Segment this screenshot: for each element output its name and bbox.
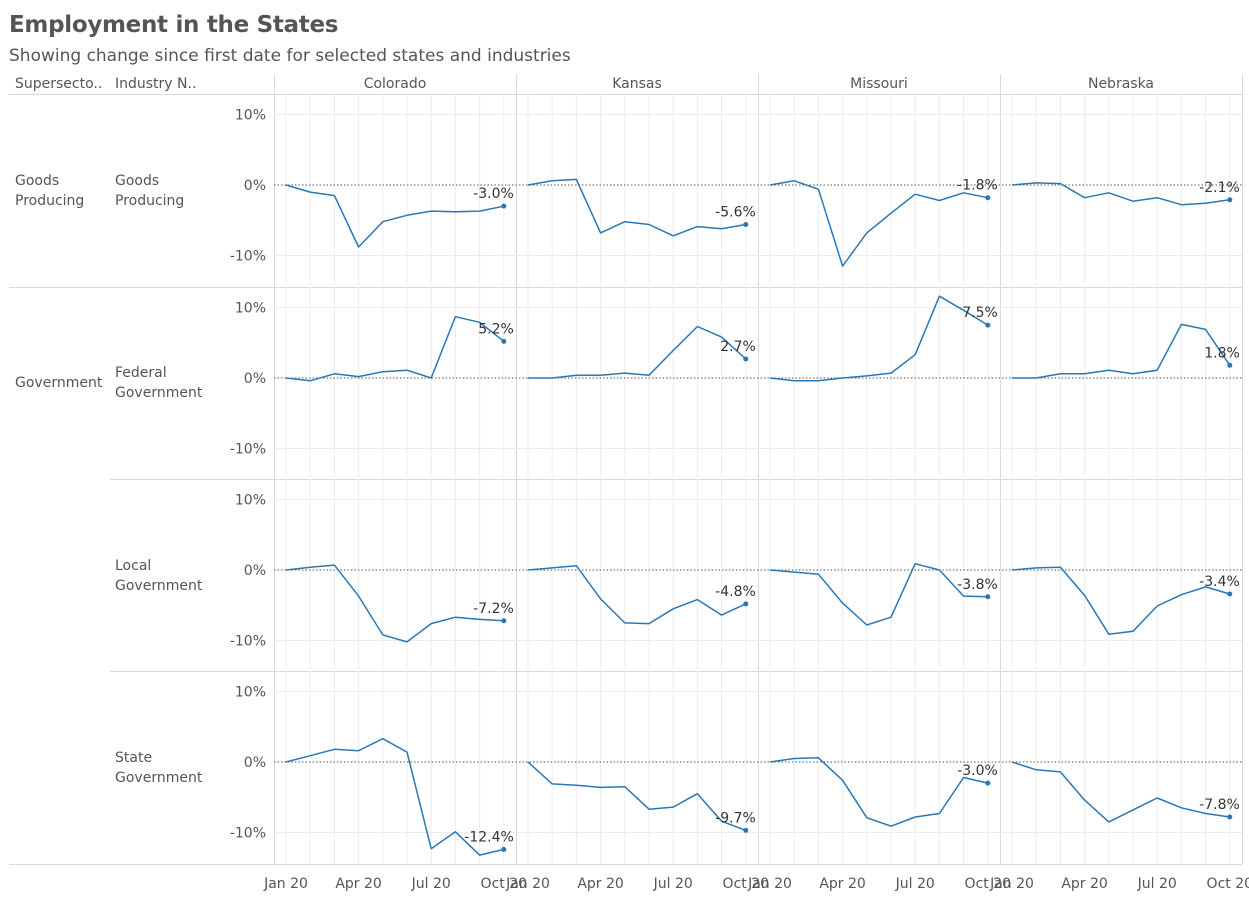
y-tick-label: 0%: [244, 178, 266, 194]
header-supersector[interactable]: Supersecto..: [15, 76, 103, 92]
end-value-label: -2.1%: [1199, 180, 1240, 196]
x-tick-label: Apr 20: [1061, 876, 1107, 892]
y-tick-label: -10%: [230, 634, 266, 650]
end-point: [743, 601, 749, 607]
x-tick-label: Apr 20: [335, 876, 381, 892]
series-line-missouri: [769, 562, 988, 626]
series-line-nebraska: [1011, 566, 1231, 635]
x-tick-label: Oct 20: [481, 876, 527, 892]
end-point: [743, 356, 749, 362]
x-tick-label: Jul 20: [895, 876, 935, 892]
end-point: [985, 322, 991, 328]
row-industry-federal-government: Federal Government: [115, 365, 203, 401]
end-point: [501, 338, 507, 344]
series-line-colorado: [285, 315, 505, 382]
row-supersector-goods-producing: Goods Producing: [15, 173, 85, 209]
x-tick-label: Jan 20: [505, 876, 550, 892]
x-tick-label: Jan 20: [263, 876, 308, 892]
end-point: [1227, 814, 1233, 820]
y-tick-label: 10%: [235, 301, 266, 317]
y-tick-label: 10%: [235, 108, 266, 124]
end-value-label: -9.7%: [715, 810, 756, 826]
series-line-missouri: [769, 295, 989, 382]
y-tick-label: 0%: [244, 563, 266, 579]
y-tick-label: 0%: [244, 371, 266, 387]
x-tick-label: Jan 20: [747, 876, 792, 892]
end-value-label: 5.2%: [478, 321, 514, 337]
page-title: Employment in the States: [9, 12, 339, 38]
y-tick-label: 0%: [244, 755, 266, 771]
end-point: [985, 780, 991, 786]
end-value-label: -3.0%: [473, 186, 514, 202]
end-point: [985, 594, 991, 600]
end-point: [1227, 362, 1233, 368]
series-line-colorado: [285, 564, 504, 643]
column-header-nebraska: Nebraska: [1087, 76, 1155, 92]
end-value-label: 7.5%: [962, 305, 998, 321]
end-value-label: -3.0%: [957, 763, 998, 779]
x-tick-label: Apr 20: [577, 876, 623, 892]
series-line-kansas: [528, 325, 747, 379]
y-tick-label: 10%: [235, 685, 266, 701]
x-tick-label: Jul 20: [653, 876, 693, 892]
y-tick-label: -10%: [230, 249, 266, 265]
end-value-label: -3.4%: [1199, 574, 1240, 590]
page-subtitle: Showing change since first date for sele…: [9, 46, 571, 66]
end-value-label: -12.4%: [464, 829, 514, 845]
series-line-nebraska: [1011, 761, 1230, 823]
y-tick-label: -10%: [230, 442, 266, 458]
end-point: [1227, 591, 1233, 597]
row-industry-state-government: State Government: [115, 750, 203, 786]
end-value-label: -7.8%: [1199, 797, 1240, 813]
end-point: [743, 827, 749, 833]
x-tick-label: Oct 20: [723, 876, 769, 892]
end-value-label: -4.8%: [715, 584, 756, 600]
x-tick-label: Jul 20: [1137, 876, 1177, 892]
column-header-kansas: Kansas: [612, 76, 662, 92]
x-tick-label: Jul 20: [411, 876, 451, 892]
column-header-missouri: Missouri: [850, 76, 908, 92]
x-tick-label: Jan 20: [989, 876, 1034, 892]
end-point: [501, 618, 507, 624]
row-supersector-government: Government: [15, 375, 103, 391]
column-header-colorado: Colorado: [363, 76, 427, 92]
end-point: [501, 203, 507, 209]
end-point: [501, 846, 507, 852]
end-value-label: -5.6%: [715, 204, 756, 220]
y-tick-label: 10%: [235, 493, 266, 509]
end-point: [1227, 197, 1233, 203]
end-value-label: -7.2%: [473, 601, 514, 617]
series-line-nebraska: [1012, 323, 1231, 379]
end-value-label: -1.8%: [957, 178, 998, 194]
series-line-missouri: [769, 757, 988, 827]
series-line-kansas: [527, 178, 746, 237]
header-industry[interactable]: Industry N..: [115, 76, 197, 92]
end-value-label: 1.8%: [1204, 345, 1240, 361]
end-point: [743, 221, 749, 227]
y-tick-label: -10%: [230, 826, 266, 842]
end-point: [985, 195, 991, 201]
x-tick-label: Oct 20: [1207, 876, 1249, 892]
series-line-colorado: [285, 737, 504, 856]
series-line-colorado: [285, 184, 504, 248]
end-value-label: 2.7%: [720, 339, 756, 355]
series-line-kansas: [527, 565, 747, 625]
row-industry-local-government: Local Government: [115, 558, 203, 594]
end-value-label: -3.8%: [957, 577, 998, 593]
x-tick-label: Oct 20: [965, 876, 1011, 892]
x-tick-label: Apr 20: [819, 876, 865, 892]
series-line-nebraska: [1011, 182, 1230, 206]
series-line-missouri: [769, 180, 988, 267]
series-line-kansas: [527, 761, 747, 832]
row-industry-goods-producing: Goods Producing: [115, 173, 185, 209]
